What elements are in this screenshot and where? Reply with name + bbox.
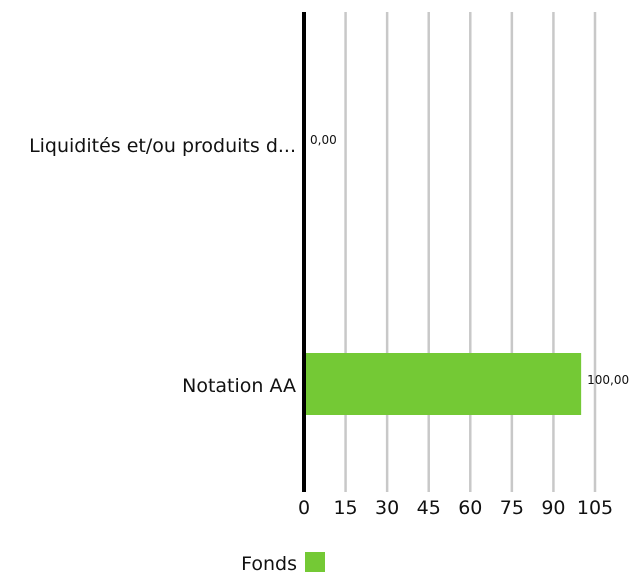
bars xyxy=(306,353,582,415)
data-label-1: 100,00 xyxy=(587,373,629,387)
x-tick-label-75: 75 xyxy=(500,497,524,519)
x-tick-label-105: 105 xyxy=(577,497,613,519)
legend: Fonds xyxy=(241,552,325,572)
data-labels: 0,00 100,00 xyxy=(310,133,629,387)
x-tick-label-15: 15 xyxy=(333,497,357,519)
x-tick-label-30: 30 xyxy=(375,497,399,519)
gridlines xyxy=(344,12,597,492)
x-tick-label-60: 60 xyxy=(458,497,482,519)
data-label-0: 0,00 xyxy=(310,133,337,147)
category-labels: Liquidités et/ou produits d... Notation A… xyxy=(29,135,296,397)
category-label-1: Notation AA xyxy=(182,375,296,397)
category-label-0: Liquidités et/ou produits d... xyxy=(29,135,296,157)
legend-swatch-fonds xyxy=(305,552,325,572)
legend-label-fonds: Fonds xyxy=(241,553,297,572)
bar-1 xyxy=(306,353,582,415)
x-tick-label-45: 45 xyxy=(417,497,441,519)
x-tick-labels: 0 15 30 45 60 75 90 105 xyxy=(298,497,613,519)
x-tick-label-90: 90 xyxy=(541,497,565,519)
x-tick-label-0: 0 xyxy=(298,497,310,519)
